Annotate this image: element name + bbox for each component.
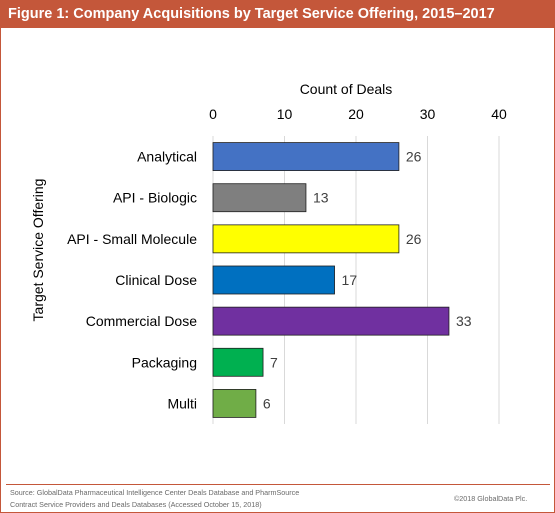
x-axis-title: Count of Deals (300, 81, 393, 97)
bar (212, 347, 264, 377)
footer-divider (6, 484, 550, 485)
category-label: Analytical (137, 149, 197, 165)
data-label: 26 (406, 231, 422, 247)
category-label: Packaging (132, 354, 197, 370)
data-label: 26 (406, 149, 422, 165)
x-tick-label: 10 (277, 106, 293, 122)
category-label: API - Biologic (113, 190, 197, 206)
bar (212, 142, 400, 171)
data-label: 17 (342, 272, 358, 288)
source-note: Source: GlobalData Pharmaceutical Intell… (10, 487, 350, 511)
source-line: Source: GlobalData Pharmaceutical Intell… (10, 488, 300, 497)
data-label: 6 (263, 395, 271, 411)
x-tick-label: 40 (491, 106, 507, 122)
x-tick-label: 0 (209, 106, 217, 122)
copyright-note: ©2018 GlobalData Plc. (454, 494, 528, 503)
category-label: Commercial Dose (86, 313, 197, 329)
category-label: Clinical Dose (115, 272, 197, 288)
y-axis-title: Target Service Offering (30, 179, 46, 322)
x-tick-label: 20 (348, 106, 364, 122)
figure-title: Figure 1: Company Acquisitions by Target… (1, 1, 554, 28)
source-line: Contract Service Providers and Deals Dat… (10, 500, 262, 509)
bar (212, 389, 257, 418)
category-labels: Analytical API - Biologic API - Small Mole… (67, 149, 197, 412)
value-labels: 26 13 26 17 33 7 6 (263, 149, 472, 412)
data-label: 7 (270, 354, 278, 370)
tick-labels: 0 10 20 30 40 (209, 106, 507, 122)
x-tick-label: 30 (420, 106, 436, 122)
bar (212, 306, 450, 336)
category-label: API - Small Molecule (67, 231, 197, 247)
data-label: 33 (456, 313, 472, 329)
data-label: 13 (313, 190, 329, 206)
bar-chart: 0 10 20 30 40 Count of Deals Target Service … (30, 81, 507, 424)
bar (212, 224, 400, 254)
bar (212, 183, 307, 213)
bars (212, 142, 450, 418)
category-label: Multi (167, 395, 197, 411)
bar (212, 265, 335, 295)
